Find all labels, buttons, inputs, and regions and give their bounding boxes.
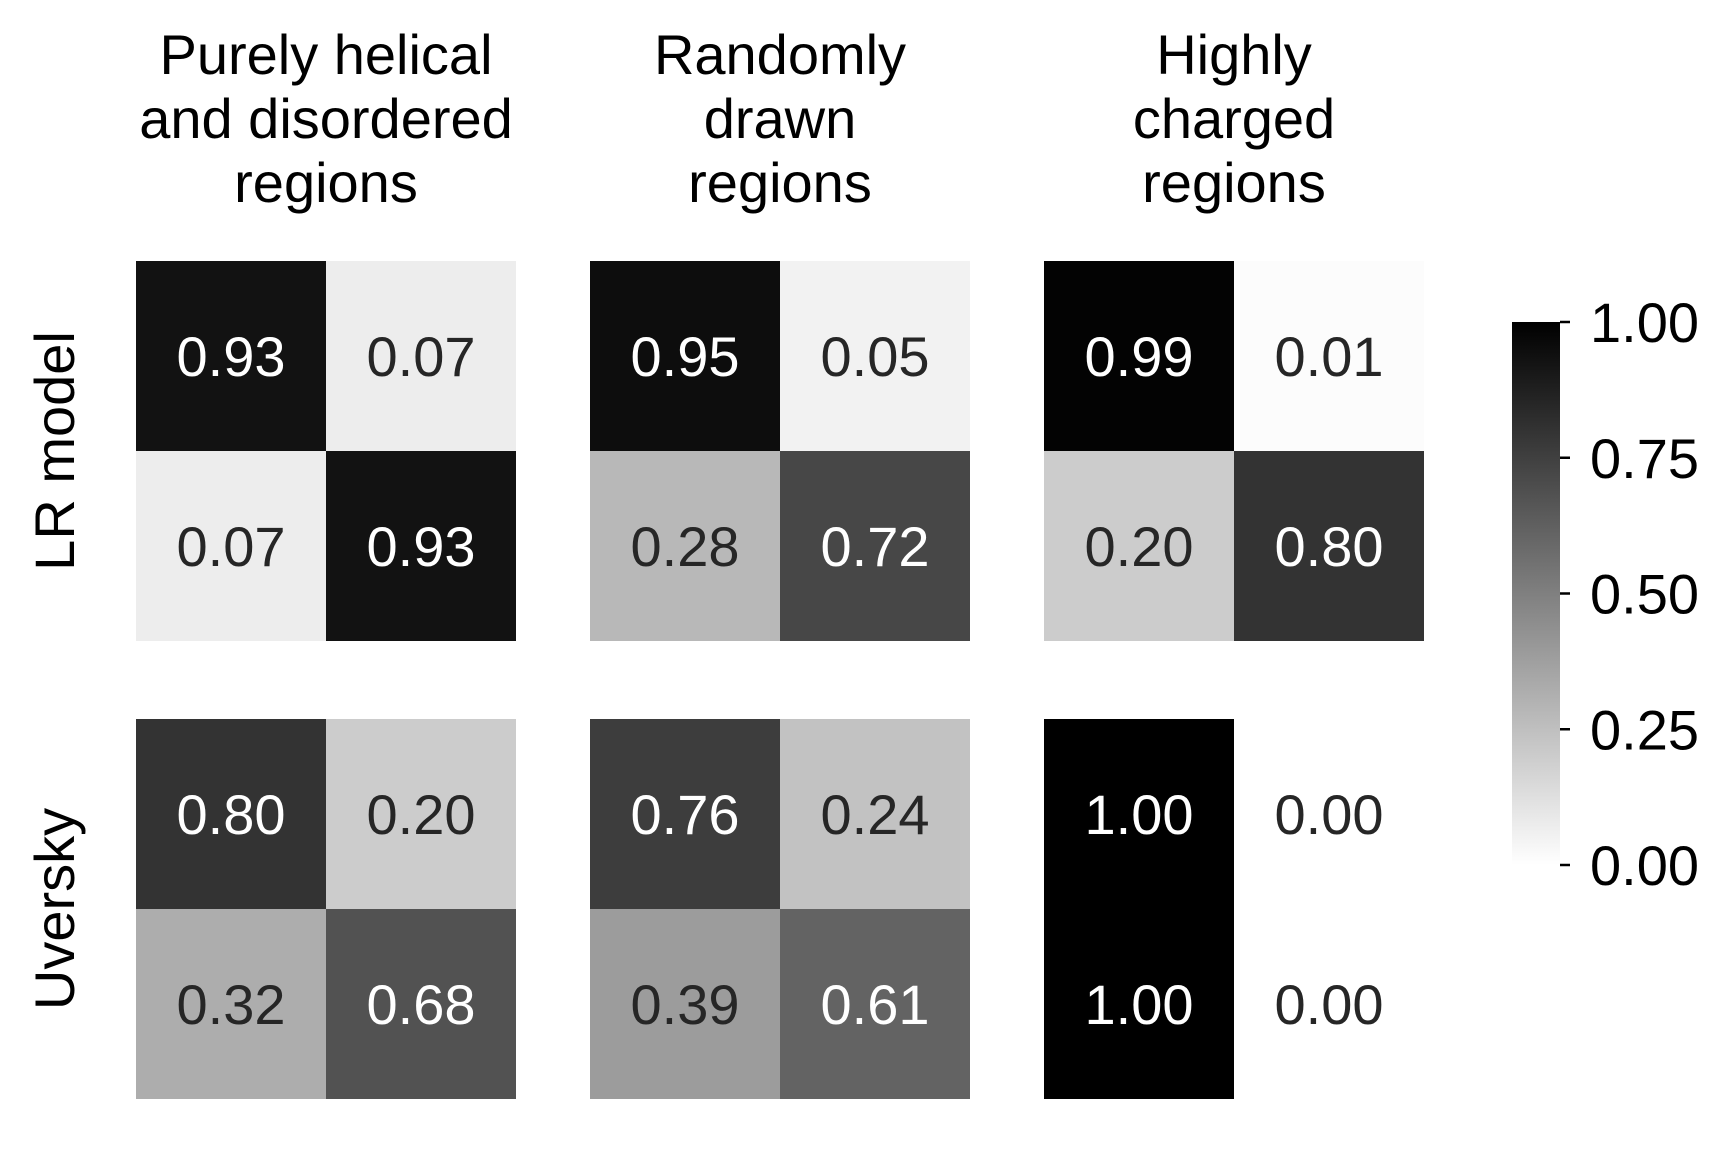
cell-value-label: 0.39	[631, 973, 740, 1036]
colorbar: 1.00 0.75 0.50 0.25 0.00	[1512, 291, 1699, 897]
heatmap-cell	[136, 909, 326, 1099]
cell-value-label: 0.00	[1275, 973, 1384, 1036]
colorbar-tick-label: 0.00	[1590, 834, 1699, 897]
heatmap-cell	[590, 719, 780, 909]
heatmap-panel-r1-c3: 0.99 0.01 0.20 0.80	[1044, 261, 1424, 641]
cell-value-label: 0.20	[1085, 515, 1194, 578]
heatmap-cell	[780, 719, 970, 909]
cell-value-label: 0.20	[367, 783, 476, 846]
heatmap-cell	[1044, 451, 1234, 641]
cell-value-label: 0.00	[1275, 783, 1384, 846]
column-title-1-line-2: and disordered	[139, 87, 513, 150]
cell-value-label: 1.00	[1085, 973, 1194, 1036]
heatmap-panel-r2-c1: 0.80 0.20 0.32 0.68	[136, 719, 516, 1099]
heatmap-cell	[590, 909, 780, 1099]
cell-value-label: 0.99	[1085, 325, 1194, 388]
heatmap-cell	[590, 261, 780, 451]
column-title-3-line-1: Highly	[1156, 23, 1312, 86]
heatmap-panel-r2-c3: 1.00 0.00 1.00 0.00	[1044, 719, 1424, 1099]
heatmap-cell	[136, 719, 326, 909]
heatmap-cell	[326, 261, 516, 451]
cell-value-label: 0.95	[631, 325, 740, 388]
heatmap-cell	[326, 909, 516, 1099]
heatmap-cell	[780, 261, 970, 451]
colorbar-tick-label: 0.50	[1590, 563, 1699, 626]
column-title-3-line-2: charged	[1133, 87, 1335, 150]
colorbar-tick-label: 1.00	[1590, 291, 1699, 354]
heatmap-cell	[136, 261, 326, 451]
heatmap-cell	[780, 909, 970, 1099]
cell-value-label: 1.00	[1085, 783, 1194, 846]
heatmap-cell	[1234, 909, 1424, 1099]
colorbar-tick-label: 0.75	[1590, 427, 1699, 490]
heatmap-cell	[1044, 909, 1234, 1099]
cell-value-label: 0.76	[631, 783, 740, 846]
row-labels: LR model Uversky	[23, 331, 86, 1010]
heatmap-panel-r1-c1: 0.93 0.07 0.07 0.93	[136, 261, 516, 641]
cell-value-label: 0.80	[177, 783, 286, 846]
cell-value-label: 0.28	[631, 515, 740, 578]
heatmap-panel-r2-c2: 0.76 0.24 0.39 0.61	[590, 719, 970, 1099]
heatmap-panel-r1-c2: 0.95 0.05 0.28 0.72	[590, 261, 970, 641]
cell-value-label: 0.05	[821, 325, 930, 388]
cell-value-label: 0.24	[821, 783, 930, 846]
column-title-2-line-1: Randomly	[654, 23, 906, 86]
cell-value-label: 0.07	[177, 515, 286, 578]
cell-value-label: 0.01	[1275, 325, 1384, 388]
heatmap-cell	[326, 451, 516, 641]
heatmap-cell	[136, 451, 326, 641]
column-title-1-line-1: Purely helical	[159, 23, 492, 86]
heatmap-cell	[780, 451, 970, 641]
row-label-2: Uversky	[23, 808, 86, 1010]
cell-value-label: 0.61	[821, 973, 930, 1036]
colorbar-gradient	[1512, 322, 1560, 865]
cell-value-label: 0.72	[821, 515, 930, 578]
cell-value-label: 0.32	[177, 973, 286, 1036]
cell-value-label: 0.07	[367, 325, 476, 388]
column-title-2-line-3: regions	[688, 151, 872, 214]
heatmap-cell	[1234, 261, 1424, 451]
heatmap-cell	[590, 451, 780, 641]
heatmap-cell	[326, 719, 516, 909]
column-title-2-line-2: drawn	[704, 87, 857, 150]
colorbar-tick-label: 0.25	[1590, 698, 1699, 761]
heatmap-cell	[1044, 719, 1234, 909]
cell-value-label: 0.93	[367, 515, 476, 578]
column-title-3-line-3: regions	[1142, 151, 1326, 214]
column-title-1-line-3: regions	[234, 151, 418, 214]
heatmap-cell	[1044, 261, 1234, 451]
cell-value-label: 0.80	[1275, 515, 1384, 578]
cell-value-label: 0.93	[177, 325, 286, 388]
cell-value-label: 0.68	[367, 973, 476, 1036]
heatmap-panels: 0.93 0.07 0.07 0.93 0.95 0.05 0.28 0.72 0.99 0.01…	[136, 261, 1424, 1099]
heatmap-cell	[1234, 719, 1424, 909]
heatmap-cell	[1234, 451, 1424, 641]
row-label-1: LR model	[23, 331, 86, 571]
